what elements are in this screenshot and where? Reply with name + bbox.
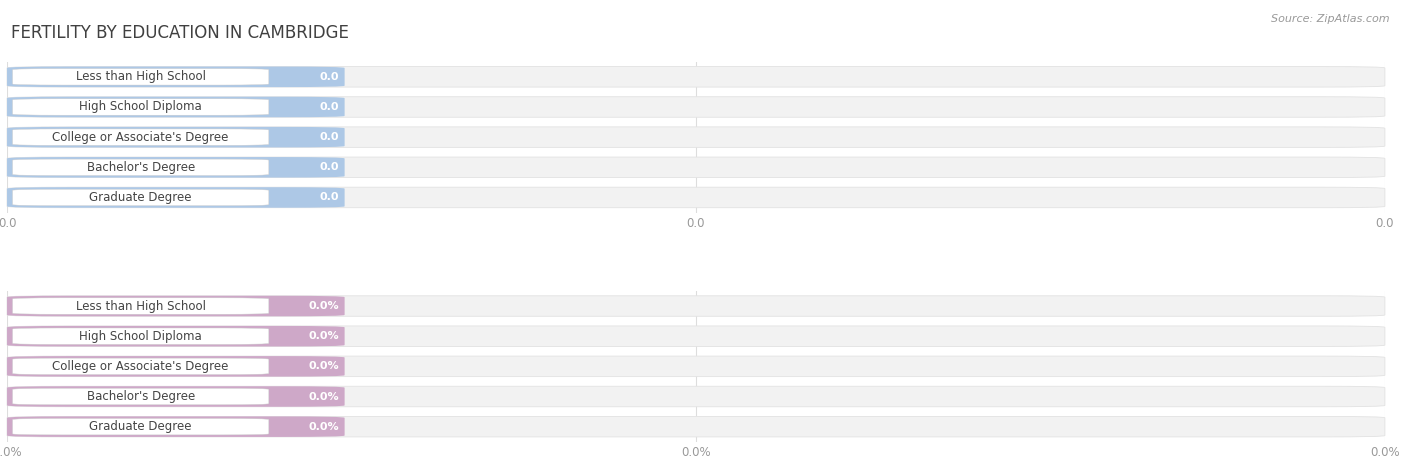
Text: 0.0: 0.0 xyxy=(319,162,339,172)
Text: 0.0%: 0.0% xyxy=(308,361,339,371)
FancyBboxPatch shape xyxy=(7,296,1385,316)
FancyBboxPatch shape xyxy=(13,418,269,435)
FancyBboxPatch shape xyxy=(13,68,269,85)
Text: Bachelor's Degree: Bachelor's Degree xyxy=(87,390,195,403)
FancyBboxPatch shape xyxy=(7,417,1385,437)
FancyBboxPatch shape xyxy=(7,386,1385,407)
Text: 0.0%: 0.0% xyxy=(308,422,339,432)
FancyBboxPatch shape xyxy=(7,157,344,178)
Text: Graduate Degree: Graduate Degree xyxy=(90,420,193,433)
Text: 0.0: 0.0 xyxy=(319,72,339,82)
FancyBboxPatch shape xyxy=(13,298,269,314)
FancyBboxPatch shape xyxy=(13,99,269,115)
FancyBboxPatch shape xyxy=(7,296,344,316)
Text: College or Associate's Degree: College or Associate's Degree xyxy=(52,131,229,143)
FancyBboxPatch shape xyxy=(7,356,1385,377)
Text: College or Associate's Degree: College or Associate's Degree xyxy=(52,360,229,373)
FancyBboxPatch shape xyxy=(7,386,344,407)
FancyBboxPatch shape xyxy=(7,326,344,346)
Text: Source: ZipAtlas.com: Source: ZipAtlas.com xyxy=(1271,14,1389,24)
FancyBboxPatch shape xyxy=(13,328,269,344)
FancyBboxPatch shape xyxy=(7,66,1385,87)
Text: Less than High School: Less than High School xyxy=(76,300,205,313)
FancyBboxPatch shape xyxy=(7,127,344,147)
Text: Bachelor's Degree: Bachelor's Degree xyxy=(87,161,195,174)
FancyBboxPatch shape xyxy=(7,417,344,437)
FancyBboxPatch shape xyxy=(7,66,344,87)
FancyBboxPatch shape xyxy=(7,356,344,377)
FancyBboxPatch shape xyxy=(7,127,1385,147)
FancyBboxPatch shape xyxy=(7,97,1385,117)
FancyBboxPatch shape xyxy=(13,159,269,175)
FancyBboxPatch shape xyxy=(13,358,269,375)
Text: Less than High School: Less than High School xyxy=(76,70,205,83)
Text: 0.0: 0.0 xyxy=(319,132,339,142)
Text: 0.0%: 0.0% xyxy=(308,301,339,311)
FancyBboxPatch shape xyxy=(7,326,1385,346)
Text: Graduate Degree: Graduate Degree xyxy=(90,191,193,204)
Text: High School Diploma: High School Diploma xyxy=(79,101,202,114)
FancyBboxPatch shape xyxy=(7,187,1385,208)
FancyBboxPatch shape xyxy=(13,129,269,145)
FancyBboxPatch shape xyxy=(7,187,344,208)
Text: 0.0%: 0.0% xyxy=(308,391,339,401)
FancyBboxPatch shape xyxy=(13,189,269,206)
Text: 0.0%: 0.0% xyxy=(308,331,339,341)
Text: 0.0: 0.0 xyxy=(319,192,339,202)
FancyBboxPatch shape xyxy=(7,157,1385,178)
Text: FERTILITY BY EDUCATION IN CAMBRIDGE: FERTILITY BY EDUCATION IN CAMBRIDGE xyxy=(11,24,349,42)
FancyBboxPatch shape xyxy=(13,388,269,405)
FancyBboxPatch shape xyxy=(7,97,344,117)
Text: 0.0: 0.0 xyxy=(319,102,339,112)
Text: High School Diploma: High School Diploma xyxy=(79,330,202,342)
